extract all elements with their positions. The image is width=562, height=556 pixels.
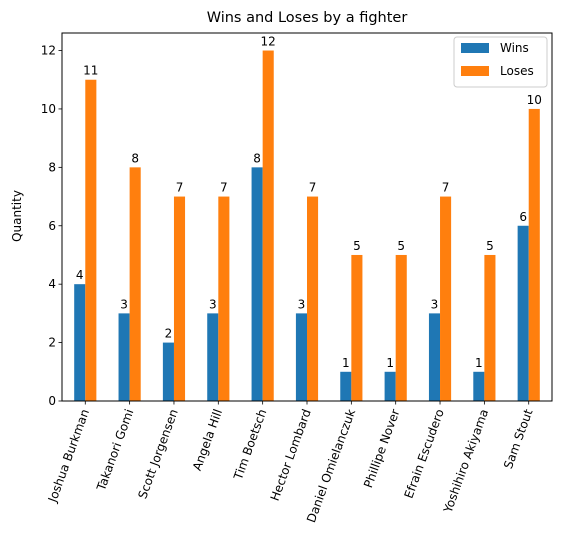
legend-swatch-wins	[461, 43, 489, 53]
x-tick-label: Takanori Gomi	[94, 407, 137, 493]
bar-loses	[351, 254, 363, 401]
x-tick-label: Joshua Burkman	[45, 407, 92, 505]
bar-loses	[440, 196, 452, 401]
y-tick-label: 4	[48, 277, 56, 291]
legend: Wins Loses	[453, 36, 548, 88]
legend-swatch-loses	[461, 66, 489, 76]
bar-value-label: 8	[253, 151, 261, 165]
bar-value-label: 4	[76, 268, 84, 282]
bar-value-label: 3	[298, 297, 306, 311]
bar-loses	[218, 196, 230, 401]
bar-value-label: 12	[261, 35, 276, 49]
x-tick-label: Angela Hill	[190, 407, 225, 472]
bar-wins	[295, 313, 307, 401]
bar-value-label: 7	[309, 181, 317, 195]
bar-wins	[162, 342, 174, 401]
x-tick-label: Daniel Omielanczuk	[304, 407, 358, 524]
y-tick-label: 6	[48, 219, 56, 233]
y-tick-label: 10	[41, 102, 56, 116]
x-tick-label: Efrain Escudero	[402, 407, 447, 500]
bar-wins	[428, 313, 441, 401]
bar-wins	[207, 313, 219, 401]
bar-value-label: 2	[165, 327, 173, 341]
x-tick-label: Phillipe Nover	[361, 407, 402, 490]
bar-value-label: 5	[397, 239, 405, 253]
bar-loses	[85, 79, 97, 401]
y-tick-label: 8	[48, 160, 56, 174]
bar-value-label: 10	[527, 93, 542, 107]
x-tick-label: Hector Lombard	[268, 407, 314, 503]
bar-value-label: 11	[83, 64, 98, 78]
bar-value-label: 1	[386, 356, 394, 370]
x-tick-label: Yoshihiro Akiyama	[440, 407, 491, 515]
x-tick-label: Tim Boetsch	[231, 407, 270, 482]
y-tick-label: 2	[48, 336, 56, 350]
y-tick-label: 12	[41, 44, 56, 58]
bar-value-label: 3	[431, 297, 439, 311]
x-tick-label: Sam Stout	[501, 407, 536, 471]
bar-value-label: 1	[342, 356, 350, 370]
chart-title: Wins and Loses by a fighter	[207, 10, 408, 26]
bar-value-label: 7	[220, 181, 228, 195]
plot-frame	[61, 32, 553, 402]
bar-loses	[173, 196, 186, 401]
bar-value-label: 3	[209, 297, 217, 311]
bar-wins	[74, 284, 86, 401]
bar-value-label: 5	[486, 239, 494, 253]
bar-loses	[484, 254, 496, 401]
y-axis-title: Quantity	[10, 190, 24, 242]
legend-label-loses: Loses	[500, 64, 534, 78]
bar-loses	[129, 167, 141, 401]
bar-value-label: 7	[176, 181, 184, 195]
bar-loses	[528, 108, 540, 401]
x-tick-label: Scott Jorgensen	[135, 407, 180, 500]
bar-value-label: 3	[120, 297, 128, 311]
bar-value-label: 6	[519, 210, 527, 224]
bar-wins	[340, 371, 352, 401]
bar-value-label: 7	[442, 181, 450, 195]
bar-value-label: 1	[475, 356, 483, 370]
bar-wins	[384, 371, 396, 401]
bar-wins	[251, 167, 263, 401]
legend-label-wins: Wins	[500, 41, 529, 55]
bar-loses	[262, 50, 274, 402]
y-tick-label: 0	[48, 394, 56, 408]
bar-wins	[473, 371, 485, 401]
bar-value-label: 5	[353, 239, 361, 253]
bar-wins	[118, 313, 130, 401]
bar-wins	[517, 225, 529, 401]
bar-loses	[395, 254, 407, 401]
bar-loses	[307, 196, 319, 401]
bar-value-label: 8	[131, 151, 139, 165]
